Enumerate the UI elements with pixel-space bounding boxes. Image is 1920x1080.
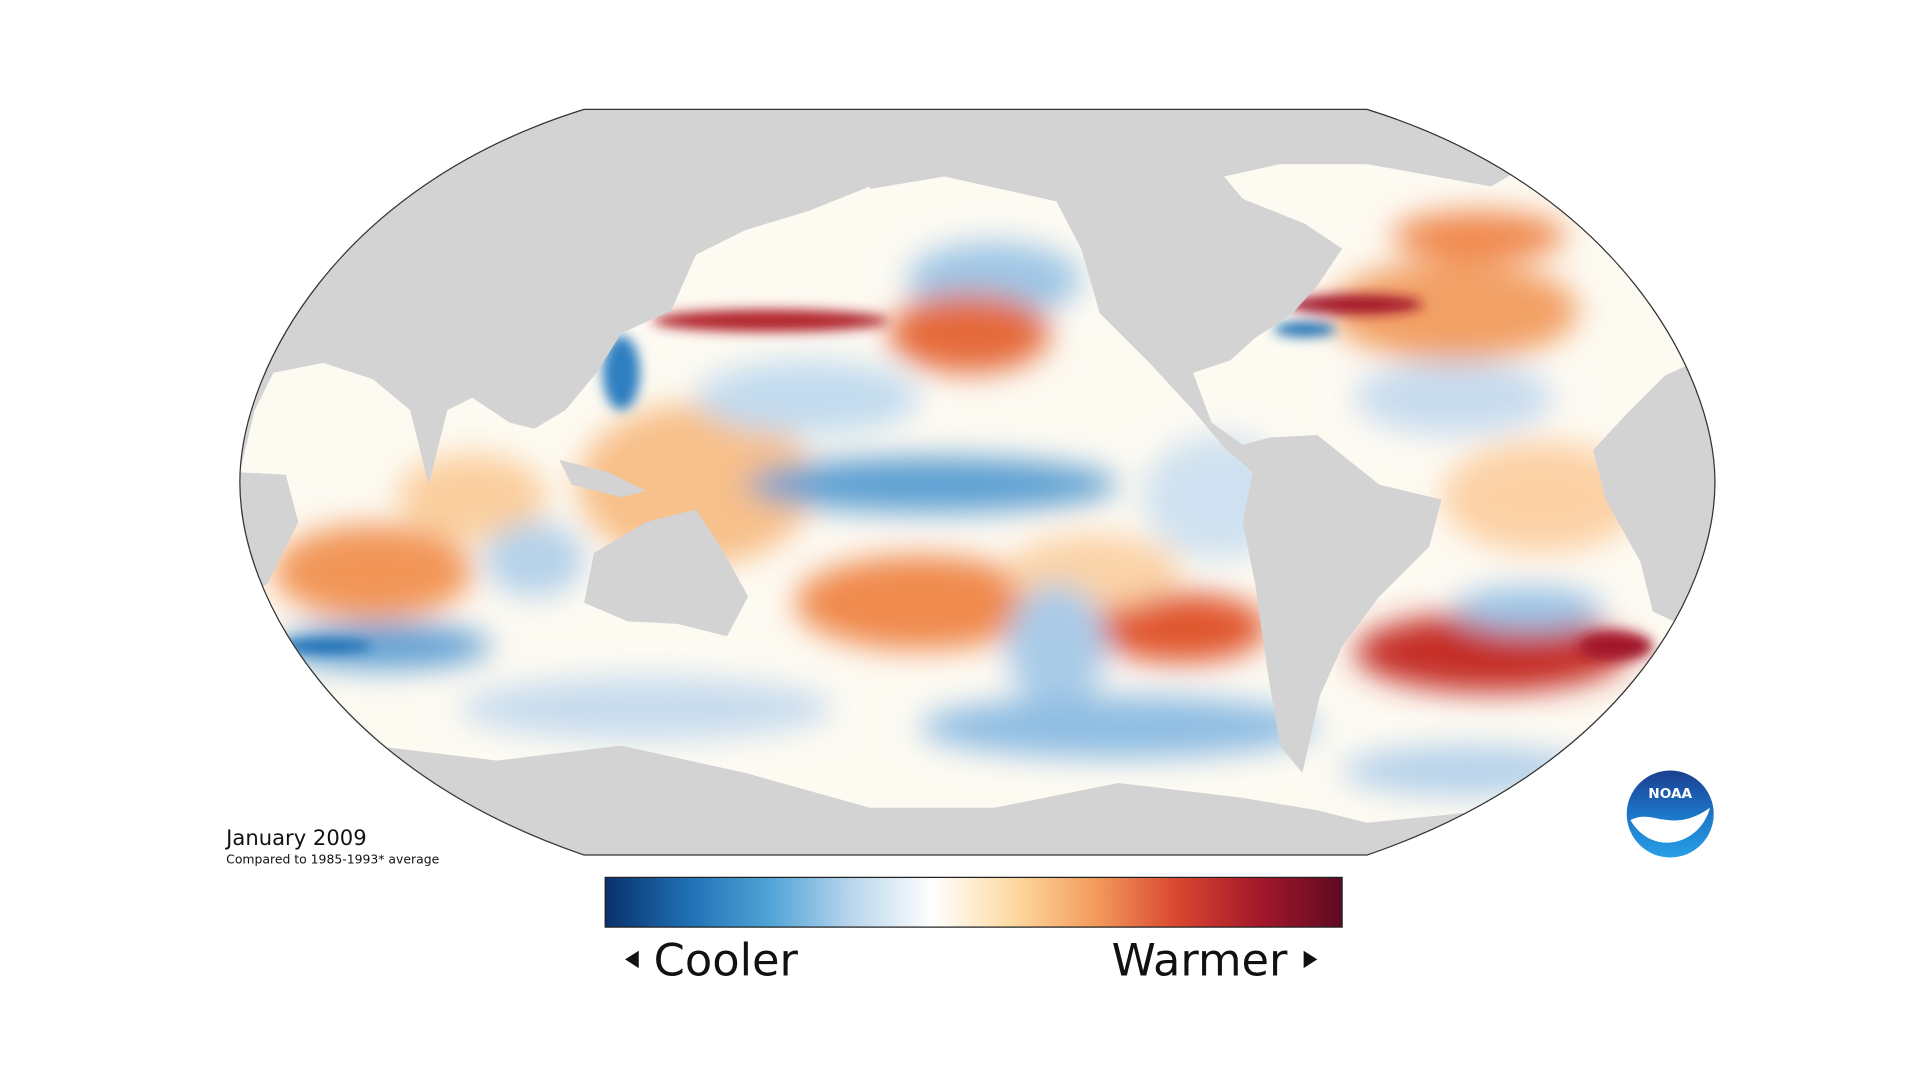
legend-low: Cooler — [654, 934, 799, 987]
map-outline — [239, 108, 1716, 856]
map — [239, 109, 1715, 856]
logo-text: NOAA — [1648, 786, 1692, 802]
caption-note: Compared to 1985-1993* average — [226, 852, 439, 867]
anomaly-detail — [273, 294, 1653, 662]
logo-bird — [1630, 807, 1710, 843]
arrow-right — [1303, 950, 1318, 969]
arrow-left — [625, 950, 639, 969]
color-scale — [604, 876, 1343, 928]
noaa-logo: NOAA — [1626, 770, 1714, 858]
caption-date: January 2009 — [224, 825, 366, 850]
legend-high: Warmer — [1112, 934, 1288, 987]
